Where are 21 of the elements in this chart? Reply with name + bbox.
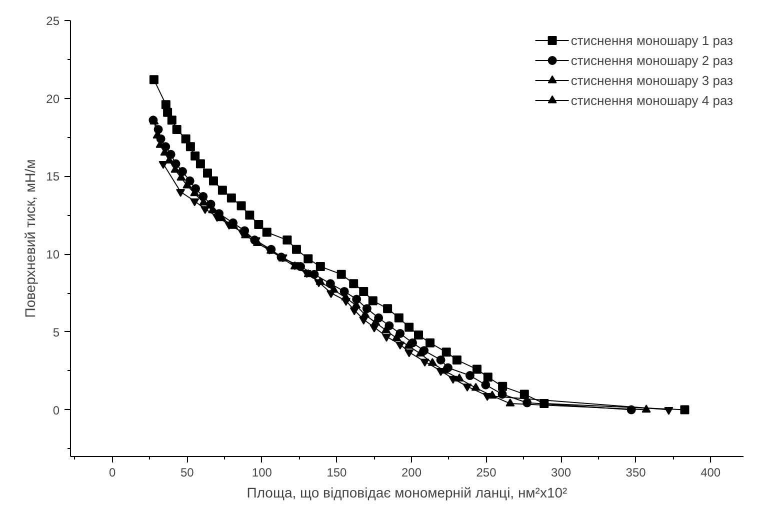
legend-label: стиснення моношару 1 раз: [570, 32, 733, 48]
y-axis-title: Поверхневий тиск, мН/м: [22, 159, 38, 318]
legend-label: стиснення моношару 3 раз: [570, 72, 733, 88]
y-tick-label: 20: [46, 92, 60, 106]
legend-label: стиснення моношару 4 раз: [570, 92, 733, 108]
y-tick-label: 25: [46, 14, 60, 28]
legend-label: стиснення моношару 2 раз: [570, 52, 733, 68]
x-tick-label: 400: [700, 466, 721, 480]
x-tick-label: 350: [626, 466, 646, 480]
y-tick-label: 10: [46, 248, 60, 262]
x-tick-label: 0: [109, 466, 116, 480]
x-axis-title: Площа, що відповідає мономерній ланці, нм²x10²: [246, 484, 568, 500]
y-tick-label: 0: [52, 403, 60, 418]
x-tick-label: 150: [326, 466, 348, 480]
x-tick-label: 50: [180, 466, 194, 480]
y-tick-label: 15: [46, 170, 60, 184]
y-tick-label: 5: [52, 325, 60, 340]
x-tick-label: 300: [551, 466, 572, 480]
x-tick-label: 100: [252, 466, 272, 480]
x-tick-label: 200: [401, 466, 422, 480]
x-tick-label: 250: [476, 466, 497, 480]
